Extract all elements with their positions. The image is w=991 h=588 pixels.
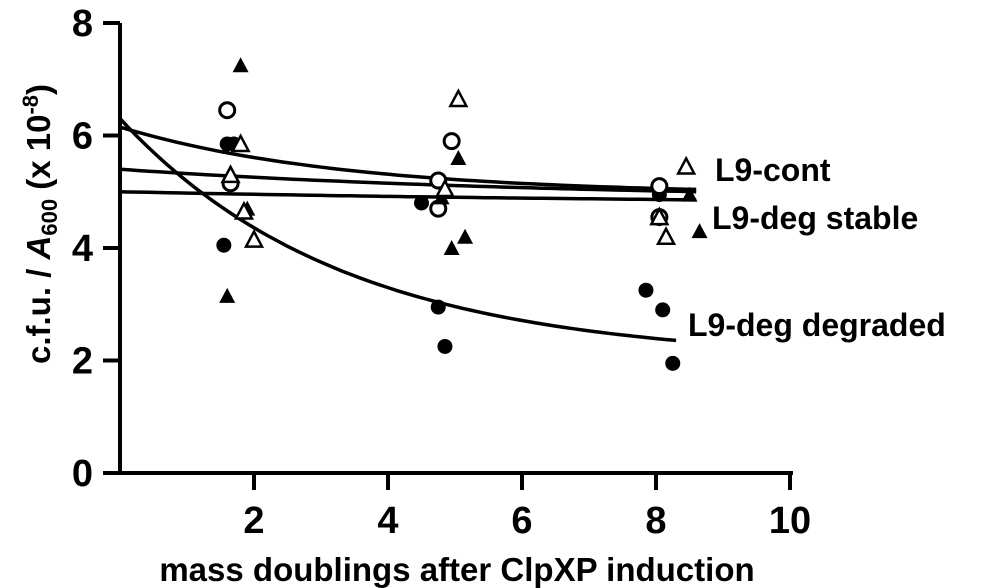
fit-curve-l9-deg-stable bbox=[119, 167, 697, 194]
open-triangle-point bbox=[243, 228, 265, 248]
open-circle-point bbox=[650, 177, 669, 196]
y-tick-label: 8 bbox=[72, 3, 93, 45]
x-tick-label: 6 bbox=[511, 500, 532, 542]
open-triangle-point bbox=[434, 178, 456, 198]
x-tick-label: 8 bbox=[645, 500, 666, 542]
curve-label-l9-deg-degraded: L9-deg degraded bbox=[688, 307, 946, 343]
curve-label-l9-deg-stable: L9-deg stable bbox=[712, 200, 918, 236]
y-tick-label: 0 bbox=[72, 453, 93, 495]
fit-curve-l9-cont bbox=[119, 125, 697, 192]
y-axis-title-italic: A bbox=[20, 236, 57, 261]
fit-curve-l9-deg-degraded bbox=[118, 117, 677, 343]
x-tick-label: 4 bbox=[377, 500, 398, 542]
filled-triangle-point bbox=[232, 57, 249, 73]
curve-label-l9-cont: L9-cont bbox=[715, 152, 831, 188]
open-triangle-point bbox=[676, 155, 697, 175]
open-triangle-point bbox=[230, 133, 251, 153]
x-axis-title: mass doublings after ClpXP induction bbox=[159, 551, 754, 588]
filled-triangle-point bbox=[681, 186, 698, 202]
x-tick-label: 2 bbox=[243, 500, 264, 542]
y-axis-title: c.f.u. / A600 (x 10-8) bbox=[18, 84, 62, 364]
data-points bbox=[216, 57, 708, 371]
open-triangle-point bbox=[233, 200, 255, 220]
open-triangle-point bbox=[448, 88, 469, 108]
open-triangle-point bbox=[649, 206, 670, 226]
filled-triangle-point bbox=[219, 287, 236, 303]
open-triangle-point bbox=[655, 226, 677, 245]
filled-triangle-point bbox=[450, 150, 467, 165]
ticks bbox=[103, 21, 792, 490]
y-axis-title-prefix: c.f.u. / bbox=[20, 260, 57, 365]
filled-circle-point bbox=[665, 355, 681, 371]
filled-circle-point bbox=[437, 338, 453, 354]
y-tick-label: 4 bbox=[72, 228, 93, 270]
fit-curve-l9-deg-stable bbox=[119, 190, 697, 202]
y-axis-title-suffix-close: ) bbox=[20, 84, 57, 95]
y-axis-title-superscript: -8 bbox=[18, 95, 43, 115]
y-tick-label: 6 bbox=[72, 116, 93, 158]
open-circle-point bbox=[218, 101, 237, 120]
open-triangle-point bbox=[220, 164, 241, 184]
filled-circle-point bbox=[414, 195, 429, 211]
open-circle-point bbox=[442, 132, 461, 151]
filled-triangle-point bbox=[691, 223, 708, 239]
tick-labels: 2 4 6 8 10 0 2 4 6 8 bbox=[72, 3, 811, 542]
y-axis-title-subscript: 600 bbox=[37, 199, 62, 236]
filled-circle-point bbox=[638, 282, 654, 298]
filled-circle-point bbox=[655, 302, 671, 318]
y-axis-title-suffix-open: (x 10 bbox=[20, 115, 57, 199]
filled-circle-point bbox=[216, 237, 232, 253]
filled-triangle-point bbox=[457, 228, 474, 244]
filled-circle-point bbox=[430, 299, 446, 315]
x-tick-label: 10 bbox=[769, 500, 811, 542]
filled-triangle-point bbox=[443, 240, 460, 255]
y-tick-label: 2 bbox=[72, 341, 93, 383]
fit-curves bbox=[118, 117, 697, 343]
